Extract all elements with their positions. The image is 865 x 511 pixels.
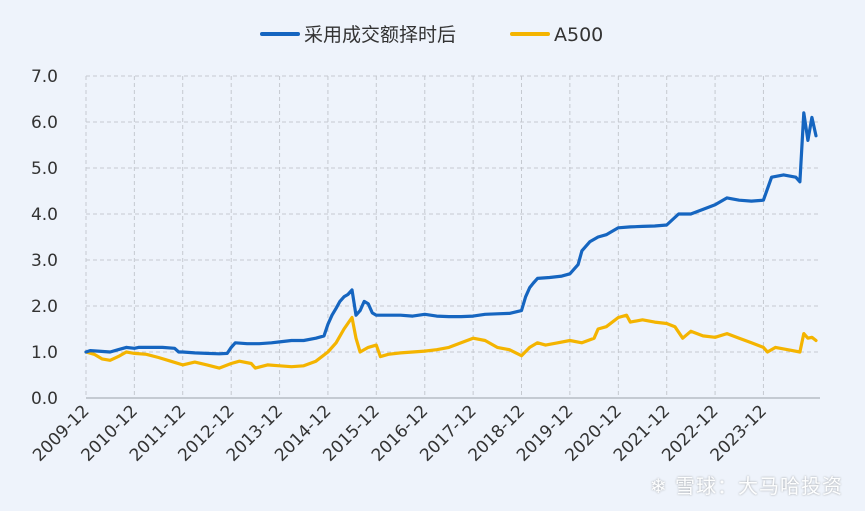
watermark: ❄ 雪球：大马哈投资 <box>650 470 843 499</box>
y-tick-label: 2.0 <box>31 297 58 317</box>
series-line-a500 <box>84 313 818 370</box>
y-tick-label: 3.0 <box>31 251 58 271</box>
watermark-logo-icon: ❄ <box>649 474 675 498</box>
y-tick-label: 0.0 <box>31 389 58 409</box>
watermark-text: 雪球：大马哈投资 <box>675 474 843 498</box>
y-tick-label: 7.0 <box>31 67 58 87</box>
y-tick-label: 4.0 <box>31 205 58 225</box>
plot-area <box>86 76 820 398</box>
legend-label: 采用成交额择时后 <box>304 24 456 46</box>
y-tick-label: 6.0 <box>31 113 58 133</box>
y-tick-label: 1.0 <box>31 343 58 363</box>
legend-label: A500 <box>554 24 603 46</box>
series-line-timing <box>84 111 818 356</box>
y-tick-label: 5.0 <box>31 159 58 179</box>
